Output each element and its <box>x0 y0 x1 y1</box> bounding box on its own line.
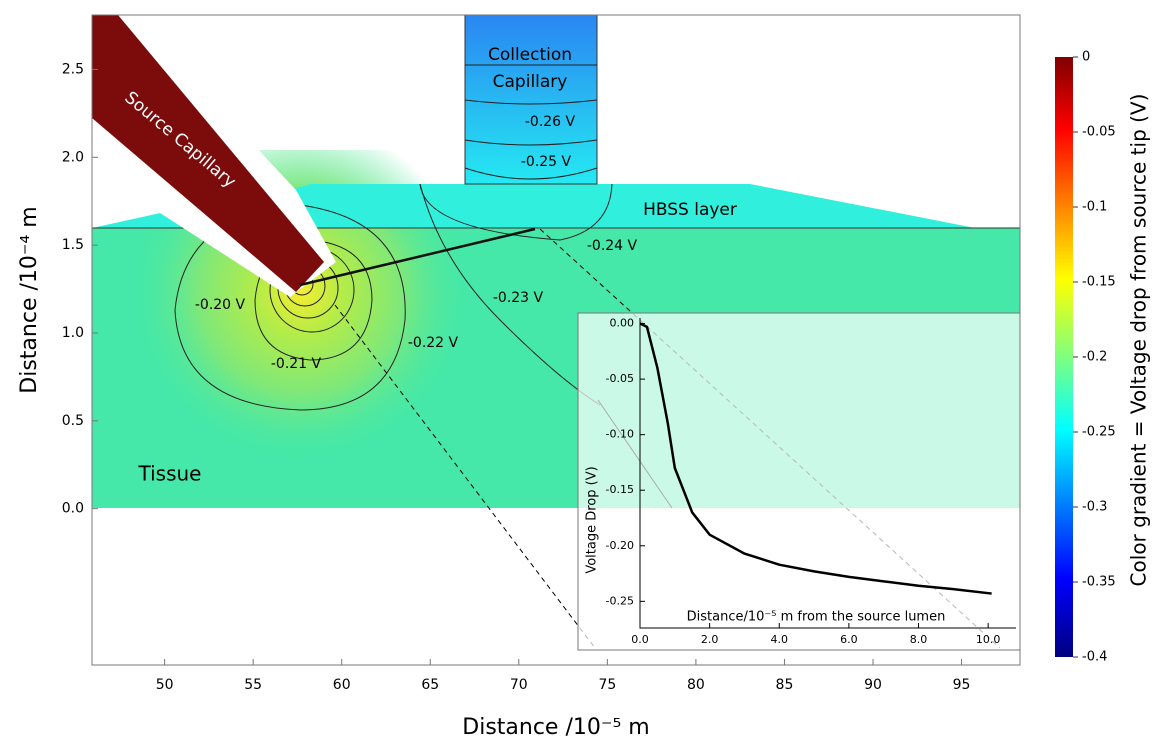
y-tick-label: 1.5 <box>62 237 84 253</box>
x-tick-label: 90 <box>864 677 882 693</box>
colorbar-tick-label: -0.3 <box>1082 500 1107 515</box>
colorbar-tick-label: -0.35 <box>1082 575 1116 590</box>
y-tick-label: 2.0 <box>62 149 84 165</box>
y-tick-label: 0.0 <box>62 501 84 517</box>
region-label: Tissue <box>138 462 202 486</box>
x-tick-label: 60 <box>333 677 351 693</box>
x-tick-label: 85 <box>776 677 794 693</box>
inset-y-tick-label: -0.10 <box>606 428 634 441</box>
x-tick-label: 55 <box>244 677 262 693</box>
x-tick-label: 95 <box>953 677 971 693</box>
contour-label: -0.26 V <box>525 114 576 130</box>
inset-x-tick-label: 0.0 <box>631 633 649 646</box>
x-tick-label: 70 <box>510 677 528 693</box>
colorbar-title: Color gradient = Voltage drop from sourc… <box>1127 94 1151 587</box>
contour-label: -0.24 V <box>587 238 638 254</box>
y-axis-label: Distance /10⁻⁴ m <box>17 206 42 393</box>
inset-x-tick-label: 4.0 <box>771 633 789 646</box>
inset-y-tick-label: -0.20 <box>606 539 634 552</box>
x-axis-label: Distance /10⁻⁵ m <box>462 715 649 740</box>
colorbar <box>1055 57 1073 657</box>
y-tick-label: 2.5 <box>62 61 84 77</box>
inset-frame <box>578 313 1020 650</box>
x-tick-label: 50 <box>156 677 174 693</box>
y-tick-label: 0.5 <box>62 413 84 429</box>
colorbar-tick-label: 0 <box>1082 50 1090 65</box>
region-label: Capillary <box>493 72 568 92</box>
inset-y-tick-label: 0.00 <box>610 317 635 330</box>
region-label: HBSS layer <box>643 200 737 220</box>
inset-x-tick-label: 10.0 <box>976 633 1001 646</box>
contour-label: -0.25 V <box>521 154 572 170</box>
y-tick-label: 1.0 <box>62 325 84 341</box>
inset <box>578 313 1020 650</box>
contour-label: -0.23 V <box>493 290 544 306</box>
inset-x-tick-label: 6.0 <box>840 633 858 646</box>
colorbar-tick-label: -0.2 <box>1082 350 1107 365</box>
inset-y-tick-label: -0.25 <box>606 594 634 607</box>
inset-x-tick-label: 2.0 <box>701 633 719 646</box>
x-tick-label: 80 <box>687 677 705 693</box>
contour-label: -0.22 V <box>408 335 459 351</box>
inset-y-label: Voltage Drop (V) <box>585 466 600 573</box>
colorbar-tick-label: -0.15 <box>1082 275 1116 290</box>
inset-y-tick-label: -0.05 <box>606 372 634 385</box>
colorbar-tick-label: -0.1 <box>1082 200 1107 215</box>
colorbar-tick-label: -0.25 <box>1082 425 1116 440</box>
contour-label: -0.20 V <box>195 297 246 313</box>
contour-label: -0.21 V <box>271 356 322 372</box>
inset-x-label: Distance/10⁻⁵ m from the source lumen <box>687 610 946 625</box>
figure: 50 55 60 65 70 75 80 85 90 95 0.0 0.5 1.0 1.5 2.0 2.5 Di… <box>0 0 1161 741</box>
inset-y-tick-label: -0.15 <box>606 483 634 496</box>
region-label: Collection <box>488 45 572 65</box>
inset-x-tick-label: 8.0 <box>910 633 928 646</box>
x-tick-label: 65 <box>421 677 439 693</box>
colorbar-tick-label: -0.4 <box>1082 650 1107 665</box>
x-tick-label: 75 <box>598 677 616 693</box>
colorbar-tick-label: -0.05 <box>1082 125 1116 140</box>
